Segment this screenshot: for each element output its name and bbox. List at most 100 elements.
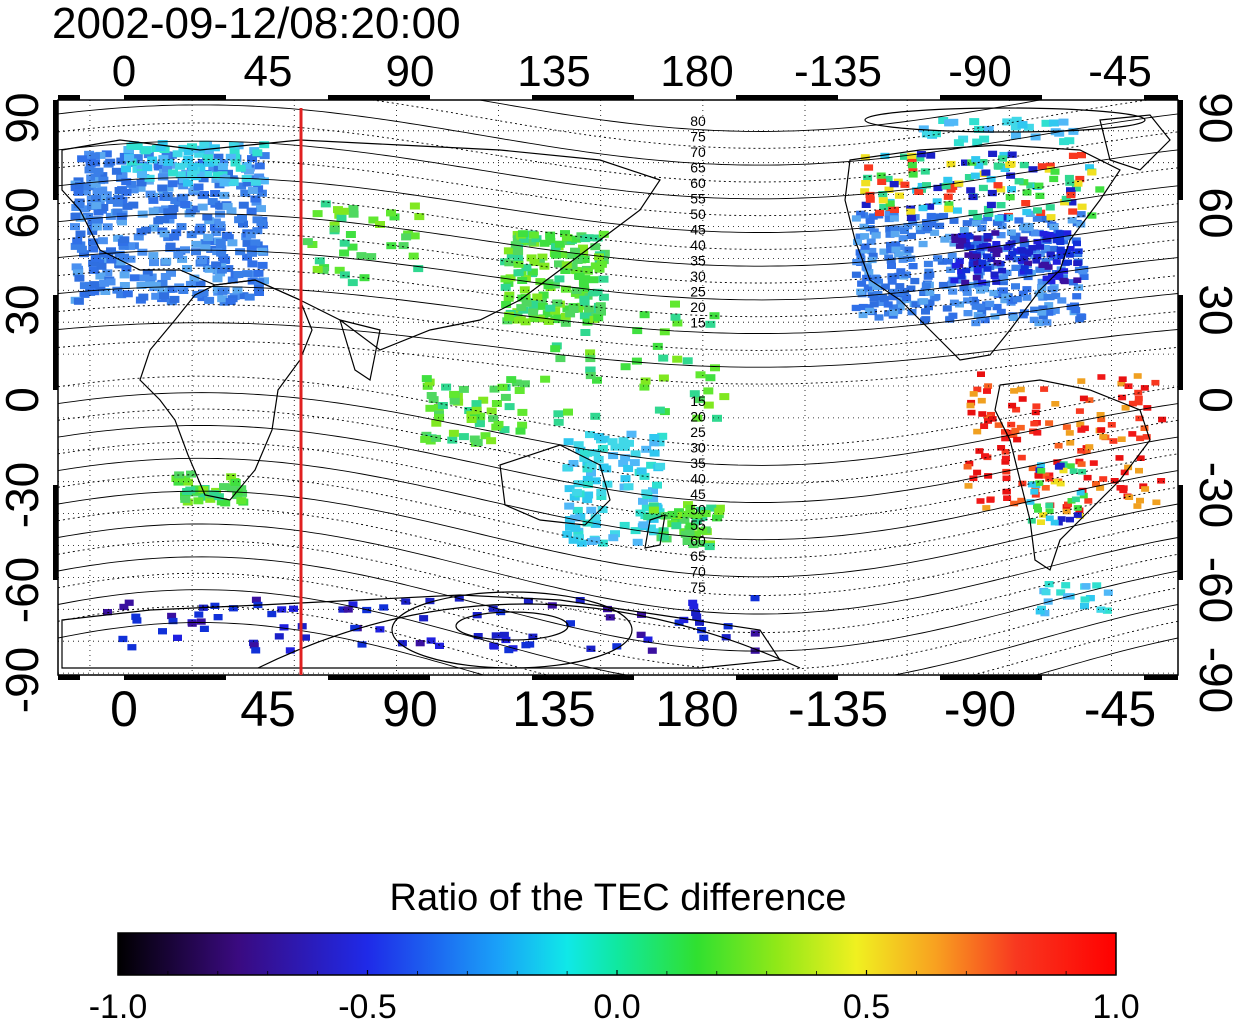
tec-cell (91, 216, 102, 224)
colorbar-ticks: -1.0 -0.5 0.0 0.5 1.0 (89, 970, 1140, 1026)
tec-cell (975, 303, 985, 310)
tec-cell (131, 613, 141, 620)
tec-cell (189, 205, 200, 213)
tec-cell (588, 276, 599, 284)
tec-cell (493, 420, 504, 428)
bottom-lon-tick-label: 90 (382, 681, 438, 737)
tec-cell (964, 252, 973, 258)
tec-cell (1078, 468, 1087, 475)
tec-cell (145, 281, 156, 289)
tec-cell (1077, 203, 1087, 210)
tec-cell (996, 202, 1006, 209)
colorbar-tick-label: -1.0 (89, 988, 148, 1024)
tec-cell (216, 249, 227, 257)
tec-cell (968, 193, 978, 201)
tec-cell (903, 223, 913, 230)
tec-cell (926, 152, 936, 159)
tec-cell (943, 205, 953, 212)
tec-cell (350, 624, 360, 632)
tec-cell (705, 320, 716, 328)
tec-cell (977, 371, 985, 377)
tec-cell (1045, 515, 1054, 522)
tec-cell (1073, 240, 1081, 247)
tec-cell (97, 237, 108, 245)
tec-cell (1055, 270, 1064, 277)
tec-cell (1035, 250, 1045, 257)
tec-cell (529, 258, 540, 266)
tec-cell (469, 435, 480, 443)
tec-cell (503, 247, 514, 255)
tec-cell (1057, 516, 1066, 522)
tec-cell (964, 174, 974, 181)
colorbar (117, 932, 1117, 976)
tec-cell (91, 195, 102, 202)
contour-label-north: 50 (690, 206, 706, 222)
tec-cell (888, 294, 898, 301)
tec-cell (697, 527, 708, 535)
tec-cell (1018, 290, 1028, 297)
tec-cell (488, 605, 498, 612)
tec-cell (132, 154, 143, 162)
tec-cell (1040, 610, 1050, 617)
tec-cell (389, 213, 400, 221)
tec-cell (719, 393, 730, 401)
tec-cell (576, 539, 587, 547)
tec-cell (906, 255, 916, 262)
tec-cell (888, 304, 898, 311)
tec-cell (659, 328, 670, 336)
tec-cell (619, 443, 630, 451)
tec-cell (987, 256, 996, 263)
tec-cell (1059, 277, 1068, 284)
tec-cell (1059, 138, 1070, 146)
tec-cell (610, 530, 620, 538)
tec-cell (1075, 175, 1085, 183)
tec-cell (691, 531, 702, 539)
tec-cell (1039, 512, 1048, 518)
tec-cell (986, 201, 996, 209)
tec-cell (557, 251, 568, 258)
tec-cell (199, 625, 209, 632)
tec-cell (861, 180, 871, 187)
tec-cell (594, 253, 604, 261)
left-lat-tick-label: 90 (0, 92, 48, 143)
tec-cell (954, 180, 964, 187)
tec-cell (253, 185, 264, 193)
tec-cell (948, 288, 958, 295)
tec-cell (216, 498, 227, 506)
tec-cell (471, 400, 482, 408)
tec-cell (649, 449, 660, 457)
tec-cell (984, 418, 992, 424)
tec-cell (1037, 278, 1047, 286)
tec-cell (908, 219, 918, 226)
tec-cell (983, 236, 992, 242)
tec-cell (573, 441, 584, 449)
tec-cell (196, 618, 206, 625)
tec-cell (1077, 378, 1086, 384)
tec-cell (1029, 316, 1039, 323)
tec-cell (580, 275, 591, 283)
tec-cell (978, 243, 987, 250)
tec-cell (247, 187, 258, 194)
tec-cell (220, 175, 231, 182)
tec-cell (1075, 408, 1084, 414)
tec-cell (641, 445, 652, 453)
tec-cell (973, 469, 982, 476)
tec-cell (1008, 297, 1018, 304)
tec-cell (409, 202, 420, 210)
tec-cell (426, 637, 436, 644)
tec-cell (191, 248, 201, 256)
tec-cell (244, 167, 254, 175)
tec-cell (119, 271, 130, 279)
tec-cell (1054, 129, 1065, 137)
tec-cell (119, 236, 130, 244)
top-lon-tick-label: 45 (244, 47, 293, 96)
tec-cell (499, 631, 509, 639)
tec-cell (692, 613, 702, 620)
tec-cell (96, 262, 107, 270)
tec-cell (1034, 182, 1044, 189)
tec-cell (102, 223, 113, 231)
tec-cell (885, 200, 895, 207)
tec-cell (528, 315, 539, 323)
tec-cell (1118, 376, 1127, 382)
tec-cell (1002, 118, 1013, 126)
